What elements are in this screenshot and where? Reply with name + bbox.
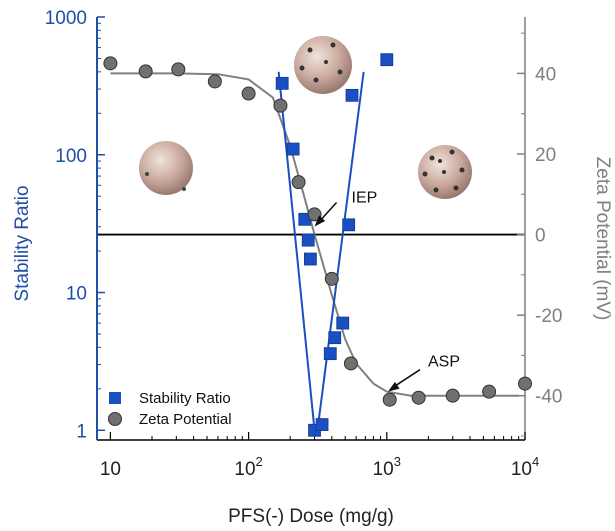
zeta-fit-curve — [110, 72, 519, 397]
x-axis-title: PFS(-) Dose (mg/g) — [228, 506, 394, 527]
stability-ratio-point — [345, 88, 359, 102]
stability-fit-line — [277, 71, 316, 431]
fully-coated-particle-illustration — [418, 145, 472, 199]
stability-ratio-point — [275, 76, 289, 90]
annotation-label-asp: ASP — [428, 354, 460, 371]
x-tick-label: 10 — [100, 459, 121, 480]
left-axis-title: Stability Ratio — [12, 185, 33, 301]
zeta-potential-point — [307, 207, 322, 222]
left-tick-label: 1000 — [45, 8, 87, 29]
stability-ratio-point — [336, 316, 350, 330]
zeta-potential-point — [518, 376, 532, 391]
stability-fit-line — [316, 71, 365, 431]
stability-ratio-point — [323, 347, 337, 361]
zeta-potential-point — [138, 64, 153, 79]
left-tick-label: 1 — [76, 421, 87, 442]
zeta-potential-point — [171, 62, 186, 77]
legend-marker-circle — [108, 412, 122, 426]
annotation-arrow-head — [387, 381, 400, 392]
stability-ratio-point — [303, 252, 317, 266]
stability-ratio-point — [328, 331, 342, 345]
annotation-label-iep: IEP — [352, 189, 378, 206]
right-axis-title: Zeta Potential (mV) — [592, 157, 613, 321]
right-tick-label: -20 — [535, 306, 562, 327]
x-tick-label: 104 — [511, 454, 539, 480]
right-tick-label: 0 — [535, 226, 546, 247]
zeta-potential-point — [343, 356, 358, 371]
zeta-potential-point — [445, 388, 460, 403]
zeta-potential-point — [207, 74, 222, 89]
legend-marker-square — [109, 392, 121, 404]
stability-ratio-point — [301, 233, 315, 247]
legend-label: Zeta Potential — [139, 411, 232, 428]
annotation-arrow-head — [314, 215, 326, 227]
zeta-potential-point — [482, 384, 497, 399]
bare-particle-illustration — [139, 141, 193, 195]
zeta-potential-point — [103, 56, 118, 71]
stability-ratio-point — [286, 142, 300, 156]
right-tick-label: 20 — [535, 145, 556, 166]
stability-ratio-point — [342, 218, 356, 232]
zeta-potential-point — [273, 98, 288, 113]
zeta-potential-point — [382, 392, 397, 407]
left-tick-label: 10 — [66, 284, 87, 305]
partially-coated-particle-illustration — [294, 36, 352, 94]
right-tick-label: 40 — [535, 64, 556, 85]
x-tick-label: 102 — [234, 454, 262, 480]
x-tick-label: 103 — [373, 454, 401, 480]
zeta-potential-point — [241, 86, 256, 101]
zeta-potential-point — [411, 390, 426, 405]
stability-ratio-point — [380, 53, 394, 67]
left-tick-label: 100 — [55, 146, 87, 167]
zeta-potential-point — [291, 175, 306, 190]
stability-ratio-point — [315, 418, 329, 431]
zeta-potential-point — [324, 271, 339, 286]
right-tick-label: -40 — [535, 387, 562, 408]
legend-label: Stability Ratio — [139, 390, 231, 407]
